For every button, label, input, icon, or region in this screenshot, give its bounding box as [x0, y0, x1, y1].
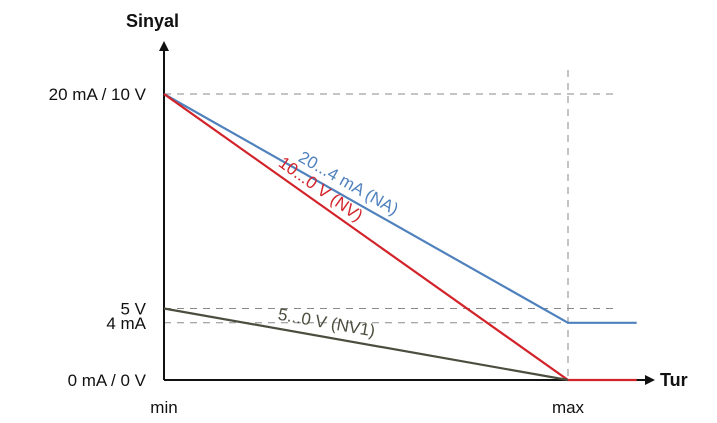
y-tick-label: 4 mA [106, 314, 146, 333]
x-tick-label: max [552, 398, 585, 417]
x-tick-label: min [150, 398, 177, 417]
x-axis-title: Tur [660, 370, 688, 390]
series-layer: 20...4 mA (NA)10...0 V (NV)5...0 V (NV1) [163, 93, 637, 382]
series-line [163, 93, 637, 382]
tick-labels: 0 mA / 0 V 4 mA5 V 20 mA / 10 V min max [49, 85, 585, 417]
series-line [163, 307, 569, 382]
series-line [163, 93, 637, 324]
y-tick-label: 0 mA / 0 V [68, 371, 147, 390]
y-tick-label: 5 V [120, 300, 146, 319]
y-axis-title: Sinyal [126, 11, 179, 31]
grid-lines [164, 70, 618, 380]
y-tick-label: 20 mA / 10 V [49, 85, 147, 104]
series-label: 5...0 V (NV1) [277, 305, 377, 341]
